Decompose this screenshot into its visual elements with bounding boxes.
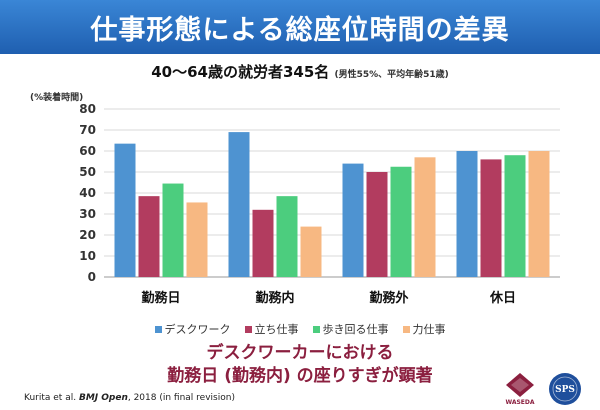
bar [480,159,502,277]
bar-chart: 0 10 20 30 40 50 60 70 80 勤務日 勤務内 勤務外 休日 [79,102,560,306]
x-category-label: 勤務外 [369,290,408,306]
citation-authors: Kurita et al. [24,393,77,403]
bar [138,196,160,277]
citation-rest: , 2018 (in final revision) [127,393,235,403]
bar [252,209,274,277]
legend-swatch [312,325,320,333]
x-category-label: 休日 [489,290,516,306]
y-tick-label: 80 [79,102,96,116]
sps-logo-text: SPS [555,385,575,395]
legend-label: デスクワーク [164,323,231,336]
y-tick-label: 60 [79,144,96,158]
legend-item: 歩き回る仕事 [312,321,389,337]
subtitle-main: 40～64歳の就労者345名 [151,63,330,81]
bar [114,143,136,277]
message-line-2: 勤務日 (勤務内) の座りすぎが顕著 [167,366,433,386]
citation-journal: BMJ Open [78,393,128,403]
y-tick-label: 10 [79,249,96,263]
x-category-label: 勤務日 [141,290,180,306]
bar [390,166,412,277]
citation: Kurita et al. BMJ Open, 2018 (in final r… [24,393,235,403]
bar [276,196,298,277]
y-tick-label: 30 [79,207,96,221]
x-category-label: 勤務内 [255,290,294,306]
y-tick-label: 20 [79,228,96,242]
y-tick-label: 50 [79,165,96,179]
bar [186,202,208,277]
subtitle-note: (男性55%、平均年齢51歳) [334,70,449,80]
chart-subtitle: 40～64歳の就労者345名 (男性55%、平均年齢51歳) [0,61,600,82]
y-tick-label: 70 [79,123,96,137]
legend-label: 力仕事 [412,323,446,336]
y-tick-label: 0 [88,270,96,284]
legend-label: 立ち仕事 [254,323,299,336]
waseda-logo: WASEDA [505,373,535,406]
page-title: 仕事形態による総座位時間の差異 [90,14,510,46]
y-tick-label: 40 [79,186,96,200]
bar [162,183,184,277]
bar [456,151,478,277]
y-axis-label: (%装着時間) [30,93,84,103]
bar [300,226,322,277]
legend-label: 歩き回る仕事 [322,323,389,336]
bar [366,172,388,277]
title-banner: 仕事形態による総座位時間の差異 [0,0,600,54]
legend-swatch [402,325,410,333]
legend-item: デスクワーク [154,321,231,337]
key-message: デスクワーカーにおける 勤務日 (勤務内) の座りすぎが顕著 [0,342,600,388]
waseda-logo-text: WASEDA [505,399,534,406]
bar [504,155,526,277]
bar [528,151,550,277]
bar [342,163,364,277]
legend-swatch [244,325,252,333]
legend-item: 力仕事 [402,321,446,337]
message-line-1: デスクワーカーにおける [206,343,394,363]
bar [228,132,250,277]
legend-swatch [154,325,162,333]
sps-logo: SPS [549,373,581,405]
chart-legend: デスクワーク 立ち仕事 歩き回る仕事 力仕事 [0,321,600,337]
legend-item: 立ち仕事 [244,321,299,337]
bar [414,157,436,277]
